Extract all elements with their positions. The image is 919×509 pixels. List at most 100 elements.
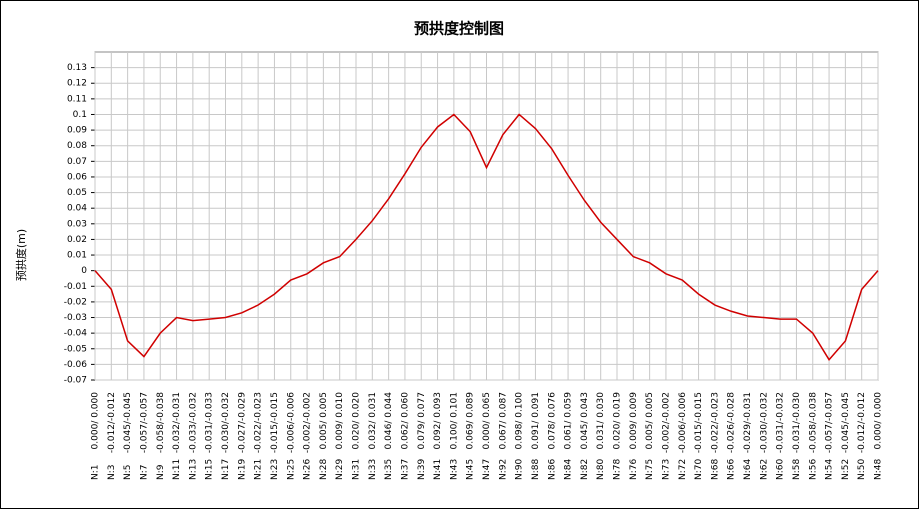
x-point-label: 0.062/ 0.060 — [400, 392, 410, 450]
x-point-label: 0.020/ 0.019 — [613, 392, 623, 450]
x-point-label: 0.045/ 0.043 — [580, 392, 590, 449]
x-tick-label: N:26 — [303, 459, 313, 480]
x-tick-label: N:28 — [319, 459, 329, 480]
y-tick-label: 0.01 — [67, 251, 87, 261]
x-point-label: -0.012/-0.012 — [857, 392, 867, 453]
x-point-label: -0.031/-0.032 — [776, 392, 786, 453]
x-tick-label: N:50 — [857, 459, 867, 480]
x-tick-label: N:3 — [107, 465, 117, 481]
y-tick-label: 0.03 — [67, 219, 87, 229]
x-point-label: 0.100/ 0.101 — [449, 392, 459, 449]
x-tick-label: N:11 — [172, 459, 182, 480]
x-point-label: -0.002/-0.002 — [303, 392, 313, 453]
x-point-label: 0.079/ 0.077 — [417, 392, 427, 449]
x-point-label: -0.015/-0.015 — [270, 392, 280, 453]
x-tick-label: N:33 — [368, 459, 378, 480]
x-point-label: -0.012/-0.012 — [107, 392, 117, 453]
x-tick-label: N:15 — [205, 459, 215, 480]
x-point-label: 0.000/ 0.000 — [874, 392, 884, 450]
x-tick-label: N:92 — [498, 459, 508, 480]
x-tick-label: N:19 — [237, 459, 247, 480]
x-point-label: 0.005/ 0.005 — [645, 392, 655, 449]
chart-title: 预拱度控制图 — [414, 20, 504, 38]
x-tick-label: N:47 — [482, 459, 492, 480]
x-tick-label: N:54 — [825, 459, 835, 480]
x-point-label: -0.057/-0.057 — [825, 392, 835, 453]
x-point-label: -0.058/-0.038 — [156, 392, 166, 453]
x-point-label: 0.046/ 0.044 — [384, 392, 394, 450]
x-point-label: 0.091/ 0.091 — [531, 392, 541, 449]
x-tick-label: N:76 — [629, 459, 639, 480]
x-point-label: -0.027/-0.029 — [237, 392, 247, 453]
y-tick-label: -0.02 — [64, 297, 87, 307]
x-point-label: -0.031/-0.030 — [792, 392, 802, 453]
x-point-label: 0.009/ 0.009 — [629, 392, 639, 450]
x-tick-label: N:23 — [270, 459, 280, 480]
x-point-label: -0.015/-0.015 — [694, 392, 704, 453]
x-point-label: -0.032/-0.031 — [172, 392, 182, 453]
x-point-label: -0.058/-0.038 — [808, 392, 818, 453]
y-tick-label: -0.03 — [64, 313, 87, 323]
x-point-label: -0.033/-0.032 — [188, 392, 198, 453]
y-tick-label: -0.01 — [64, 282, 87, 292]
x-point-label: 0.061/ 0.059 — [564, 392, 574, 450]
x-tick-label: N:9 — [156, 464, 166, 480]
x-tick-label: N:68 — [710, 459, 720, 480]
y-tick-label: 0.13 — [67, 63, 87, 73]
x-point-label: -0.030/-0.032 — [221, 392, 231, 453]
x-point-label: 0.009/ 0.010 — [335, 392, 345, 450]
x-point-label: 0.000/ 0.000 — [91, 392, 101, 450]
x-tick-label: N:45 — [466, 459, 476, 480]
x-point-label: 0.092/ 0.093 — [433, 392, 443, 449]
x-tick-label: N:78 — [613, 459, 623, 480]
y-axis-label: 预拱度(m) — [14, 229, 28, 281]
x-point-label: -0.045/-0.045 — [123, 392, 133, 453]
x-tick-label: N:56 — [808, 459, 818, 480]
x-tick-label: N:58 — [792, 459, 802, 480]
x-tick-label: N:90 — [515, 459, 525, 480]
x-tick-label: N:35 — [384, 459, 394, 480]
y-tick-label: 0.11 — [67, 94, 87, 104]
y-tick-label: 0.04 — [67, 204, 87, 214]
x-point-label: -0.057/-0.057 — [139, 392, 149, 453]
x-point-label: -0.031/-0.033 — [205, 392, 215, 453]
x-point-label: 0.005/ 0.005 — [319, 392, 329, 449]
x-tick-label: N:82 — [580, 459, 590, 480]
y-tick-label: -0.04 — [64, 329, 88, 339]
x-tick-label: N:13 — [188, 459, 198, 480]
y-tick-label: 0.08 — [67, 141, 87, 151]
x-point-label: -0.022/-0.023 — [254, 392, 264, 453]
data-line — [94, 113, 879, 361]
x-tick-label: N:64 — [743, 459, 753, 480]
x-point-label: 0.098/ 0.100 — [515, 392, 525, 450]
x-point-label: -0.002/-0.002 — [661, 392, 671, 453]
x-tick-label: N:25 — [286, 459, 296, 480]
x-tick-label: N:5 — [123, 465, 133, 481]
x-point-label: 0.000/ 0.065 — [482, 392, 492, 449]
x-tick-label: N:75 — [645, 459, 655, 480]
x-tick-label: N:29 — [335, 459, 345, 480]
x-tick-label: N:1 — [91, 465, 101, 481]
y-tick-label: 0.06 — [67, 172, 87, 182]
x-point-label: 0.031/ 0.030 — [596, 392, 606, 450]
x-point-label: -0.006/-0.006 — [678, 392, 688, 453]
x-point-label: 0.020/ 0.020 — [352, 392, 362, 450]
x-point-label: 0.078/ 0.076 — [547, 392, 557, 450]
x-tick-label: N:52 — [841, 459, 851, 480]
x-tick-label: N:72 — [678, 459, 688, 480]
y-tick-label: 0.1 — [73, 110, 87, 120]
x-tick-label: N:31 — [352, 459, 362, 480]
x-tick-label: N:88 — [531, 459, 541, 480]
x-tick-label: N:66 — [727, 459, 737, 480]
x-tick-label: N:43 — [449, 459, 459, 480]
x-tick-label: N:39 — [417, 459, 427, 480]
x-tick-label: N:7 — [139, 465, 149, 481]
x-tick-label: N:86 — [547, 459, 557, 480]
x-point-label: -0.026/-0.028 — [727, 392, 737, 453]
x-tick-label: N:84 — [564, 459, 574, 480]
x-tick-label: N:21 — [254, 459, 264, 480]
x-point-label: -0.022/-0.023 — [710, 392, 720, 453]
y-tick-label: 0.12 — [67, 79, 87, 89]
x-tick-label: N:41 — [433, 459, 443, 480]
y-tick-label: 0.02 — [67, 235, 87, 245]
